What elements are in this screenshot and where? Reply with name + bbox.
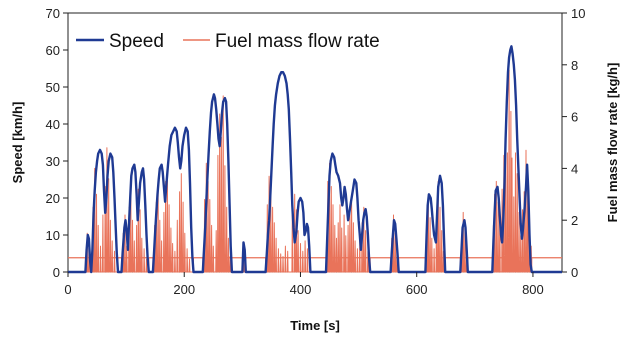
y-right-axis-title: Fuel mass flow rate [kg/h] [605, 63, 620, 223]
x-tick-label: 600 [406, 282, 428, 297]
y-right-tick-label: 2 [571, 213, 578, 228]
y-left-tick-label: 30 [46, 154, 60, 169]
y-right-tick-label: 0 [571, 265, 578, 280]
x-axis-title: Time [s] [290, 318, 340, 333]
y-left-axis-title: Speed [km/h] [10, 102, 25, 184]
y-right-tick-label: 8 [571, 58, 578, 73]
legend-speed-label: Speed [109, 31, 164, 52]
y-left-tick-label: 60 [46, 43, 60, 58]
y-right-tick-label: 4 [571, 161, 578, 176]
legend-fuel-label: Fuel mass flow rate [215, 31, 380, 52]
x-tick-label: 800 [522, 282, 544, 297]
y-left-tick-label: 10 [46, 228, 60, 243]
plot-area [67, 12, 563, 273]
y-left-tick-label: 70 [46, 6, 60, 21]
x-tick-label: 0 [64, 282, 71, 297]
y-left-tick-label: 0 [53, 265, 60, 280]
plot-frame [67, 12, 563, 273]
x-tick-label: 200 [173, 282, 195, 297]
y-right-tick-label: 10 [571, 6, 585, 21]
axes: 0 200 400 600 800 0 10 20 30 40 50 60 70 0 2 4 6 8 10 [46, 6, 586, 297]
y-left-tick-label: 20 [46, 191, 60, 206]
legend: Speed Fuel mass flow rate [76, 31, 380, 52]
speed-line [68, 45, 562, 274]
y-left-tick-label: 40 [46, 117, 60, 132]
y-left-tick-label: 50 [46, 80, 60, 95]
speed-series [68, 45, 562, 274]
x-tick-label: 400 [290, 282, 312, 297]
y-right-tick-label: 6 [571, 110, 578, 125]
